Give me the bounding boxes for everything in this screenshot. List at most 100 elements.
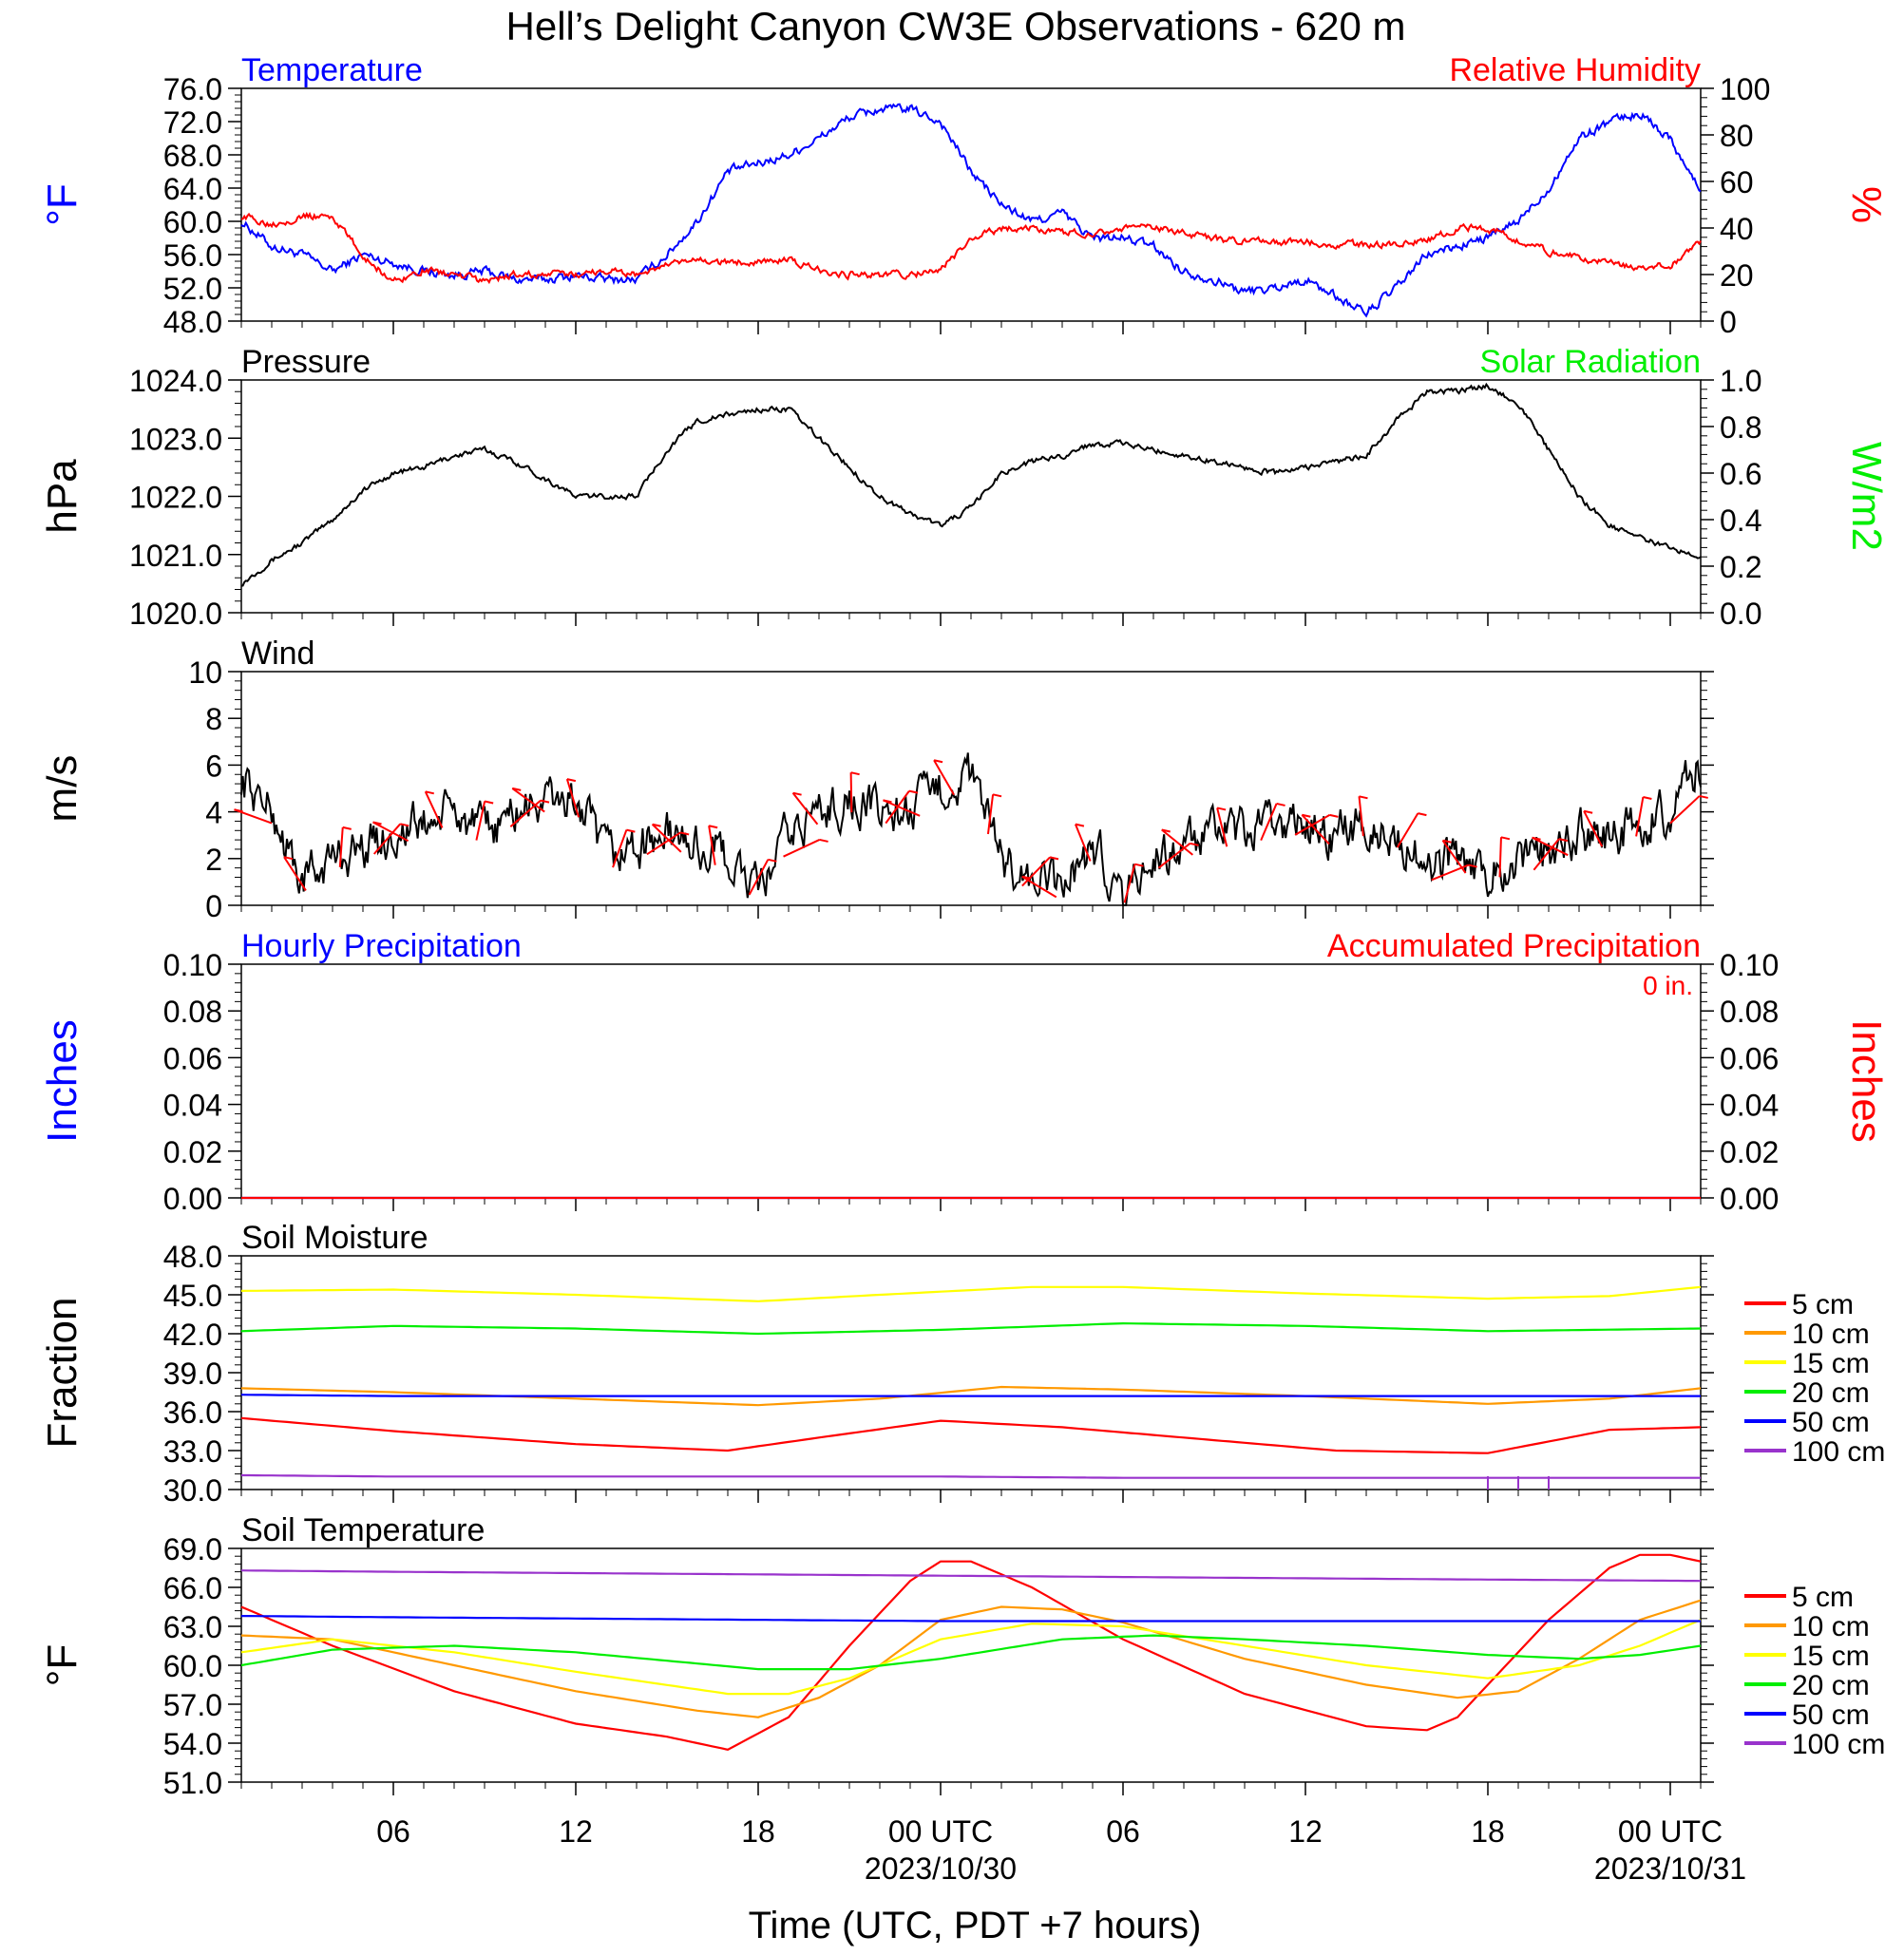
- precip-left-tick-label: 0.04: [163, 1089, 222, 1123]
- wind-barb: [849, 772, 853, 813]
- pressure-left-tick-label: 1021.0: [129, 539, 222, 573]
- wind-barb-flag: [819, 838, 828, 843]
- soil_temperature-left-title: Soil Temperature: [241, 1512, 485, 1548]
- x-tick-label: 12: [559, 1814, 593, 1849]
- soil_temperature-left-tick-label: 69.0: [163, 1532, 222, 1566]
- wind-barb: [1669, 795, 1701, 825]
- soil_moisture-left-tick-label: 45.0: [163, 1279, 222, 1313]
- wind-barb: [372, 823, 402, 855]
- wind-barb: [1441, 840, 1467, 874]
- x-tick-date: 2023/10/31: [1594, 1851, 1746, 1886]
- pressure-right-tick-label: 0.2: [1720, 550, 1761, 584]
- wind-barb: [1216, 807, 1228, 847]
- wind-barb-flag: [566, 778, 577, 783]
- temperature-left-tick-label: 72.0: [163, 105, 222, 140]
- wind-barb: [986, 794, 995, 835]
- wind-barb: [424, 790, 444, 828]
- pressure-left-tick-label: 1022.0: [129, 481, 222, 515]
- soil_temperature-series-line: [240, 1634, 1702, 1671]
- precip-left-title: Hourly Precipitation: [241, 928, 522, 964]
- soil_moisture-legend-label: 100 cm: [1792, 1436, 1885, 1468]
- pressure-right-unit: W/m2: [1843, 442, 1890, 551]
- precip-left-tick-label: 0.08: [163, 995, 222, 1029]
- temperature-right-tick-label: 100: [1720, 72, 1770, 106]
- wind-barb: [1396, 812, 1419, 848]
- precip-accum-text: 0 in.: [1643, 971, 1693, 1000]
- wind-barb-flag: [1276, 802, 1285, 807]
- wind-barb: [783, 839, 821, 858]
- wind-barb: [511, 788, 545, 813]
- wind-barb-flag: [1699, 794, 1708, 799]
- soil_temperature-left-tick-label: 51.0: [163, 1766, 222, 1800]
- wind-barb-flag: [1558, 838, 1569, 843]
- precip-right-tick-label: 0.08: [1720, 995, 1779, 1029]
- wind-barb: [1498, 837, 1502, 878]
- soil_temperature-series-line: [240, 1553, 1702, 1751]
- wind-barb: [338, 826, 344, 867]
- wind-barb: [646, 831, 681, 856]
- wind-barb-flag: [1021, 875, 1031, 880]
- soil_moisture-legend-label: 20 cm: [1792, 1377, 1870, 1409]
- wind-barb: [1358, 796, 1364, 837]
- wind-barb-flag: [1049, 856, 1059, 861]
- wind-barb: [933, 759, 955, 796]
- soil_moisture-left-tick-label: 42.0: [163, 1318, 222, 1352]
- soil-temperature-panel: 69.0 66.0 63.0 60.0 57.0 54.0 51.0 Soil Tempera…: [39, 1512, 1885, 1800]
- wind-barb-flag: [1643, 796, 1652, 801]
- soil_moisture-legend-label: 15 cm: [1792, 1348, 1870, 1379]
- wind-barb-flag: [400, 823, 409, 827]
- temperature-left-unit: °F: [39, 183, 86, 225]
- wind-barb: [1021, 856, 1051, 887]
- wind-left-tick-label: 2: [205, 843, 222, 877]
- soil_moisture-left-tick-label: 36.0: [163, 1395, 222, 1430]
- soil-moisture-panel: 48.0 45.0 42.0 39.0 36.0 33.0 30.0 Soil Moistur…: [39, 1220, 1885, 1508]
- pressure-right-title: Solar Radiation: [1480, 344, 1701, 380]
- x-axis-title: Time (UTC, PDT +7 hours): [749, 1905, 1202, 1946]
- soil_temperature-plot-frame: [240, 1547, 1702, 1783]
- soil_temperature-legend-label: 5 cm: [1792, 1582, 1854, 1613]
- temperature-plot-frame: [240, 87, 1702, 322]
- wind-barb: [612, 829, 628, 868]
- temperature-left-tick-label: 52.0: [163, 272, 222, 306]
- wind-barb-flag: [1442, 839, 1452, 844]
- soil_moisture-left-tick-label: 39.0: [163, 1357, 222, 1391]
- wind-left-tick-label: 8: [205, 702, 222, 736]
- wind-barb: [748, 859, 770, 896]
- soil_moisture-left-unit: Fraction: [39, 1298, 86, 1449]
- temperature-right-tick-label: 60: [1720, 165, 1754, 199]
- wind-barb-flag: [512, 787, 522, 791]
- wind-barb: [1260, 803, 1278, 841]
- soil_temperature-legend-label: 15 cm: [1792, 1641, 1870, 1672]
- x-tick-label: 00 UTC: [888, 1814, 993, 1849]
- wind-barb-flag: [1583, 809, 1593, 814]
- x-tick-label: 00 UTC: [1618, 1814, 1723, 1849]
- precip-left-unit: Inches: [39, 1019, 86, 1143]
- soil_temperature-legend-label: 20 cm: [1792, 1670, 1870, 1701]
- x-tick-label: 18: [741, 1814, 775, 1849]
- soil_moisture-series-line: [240, 1416, 1702, 1454]
- wind-barb-flag: [1500, 836, 1511, 841]
- soil_temperature-series-line: [240, 1619, 1702, 1696]
- wind-barb-flag: [992, 793, 1002, 798]
- pressure-series-line: [240, 382, 1702, 587]
- temperature-series-line: [240, 103, 1702, 318]
- soil_moisture-legend-label: 10 cm: [1792, 1319, 1870, 1350]
- soil_temperature-left-tick-label: 57.0: [163, 1688, 222, 1722]
- soil_moisture-series-line: [240, 1285, 1702, 1302]
- precipitation-panel: 0.10 0.08 0.06 0.04 0.02 0.00 0.10 0.08 0.06 0.04…: [39, 928, 1890, 1216]
- pressure-right-tick-label: 0.0: [1720, 597, 1761, 631]
- precip-left-tick-label: 0.02: [163, 1135, 222, 1169]
- temperature-left-tick-label: 56.0: [163, 238, 222, 273]
- wind-left-tick-label: 0: [205, 889, 222, 923]
- precip-right-tick-label: 0.06: [1720, 1041, 1779, 1075]
- precip-left-tick-label: 0.06: [163, 1041, 222, 1075]
- wind-barb-flag: [372, 821, 382, 826]
- wind-barb-flag: [1161, 828, 1171, 833]
- x-tick-label: 06: [1106, 1814, 1140, 1849]
- wind-barb: [791, 792, 819, 826]
- soil_temperature-left-tick-label: 54.0: [163, 1727, 222, 1761]
- wind-barb-flag: [933, 759, 943, 764]
- precip-right-unit: Inches: [1843, 1019, 1890, 1143]
- wind-barb-flag: [1302, 813, 1311, 818]
- soil_temperature-series-line: [240, 1599, 1702, 1718]
